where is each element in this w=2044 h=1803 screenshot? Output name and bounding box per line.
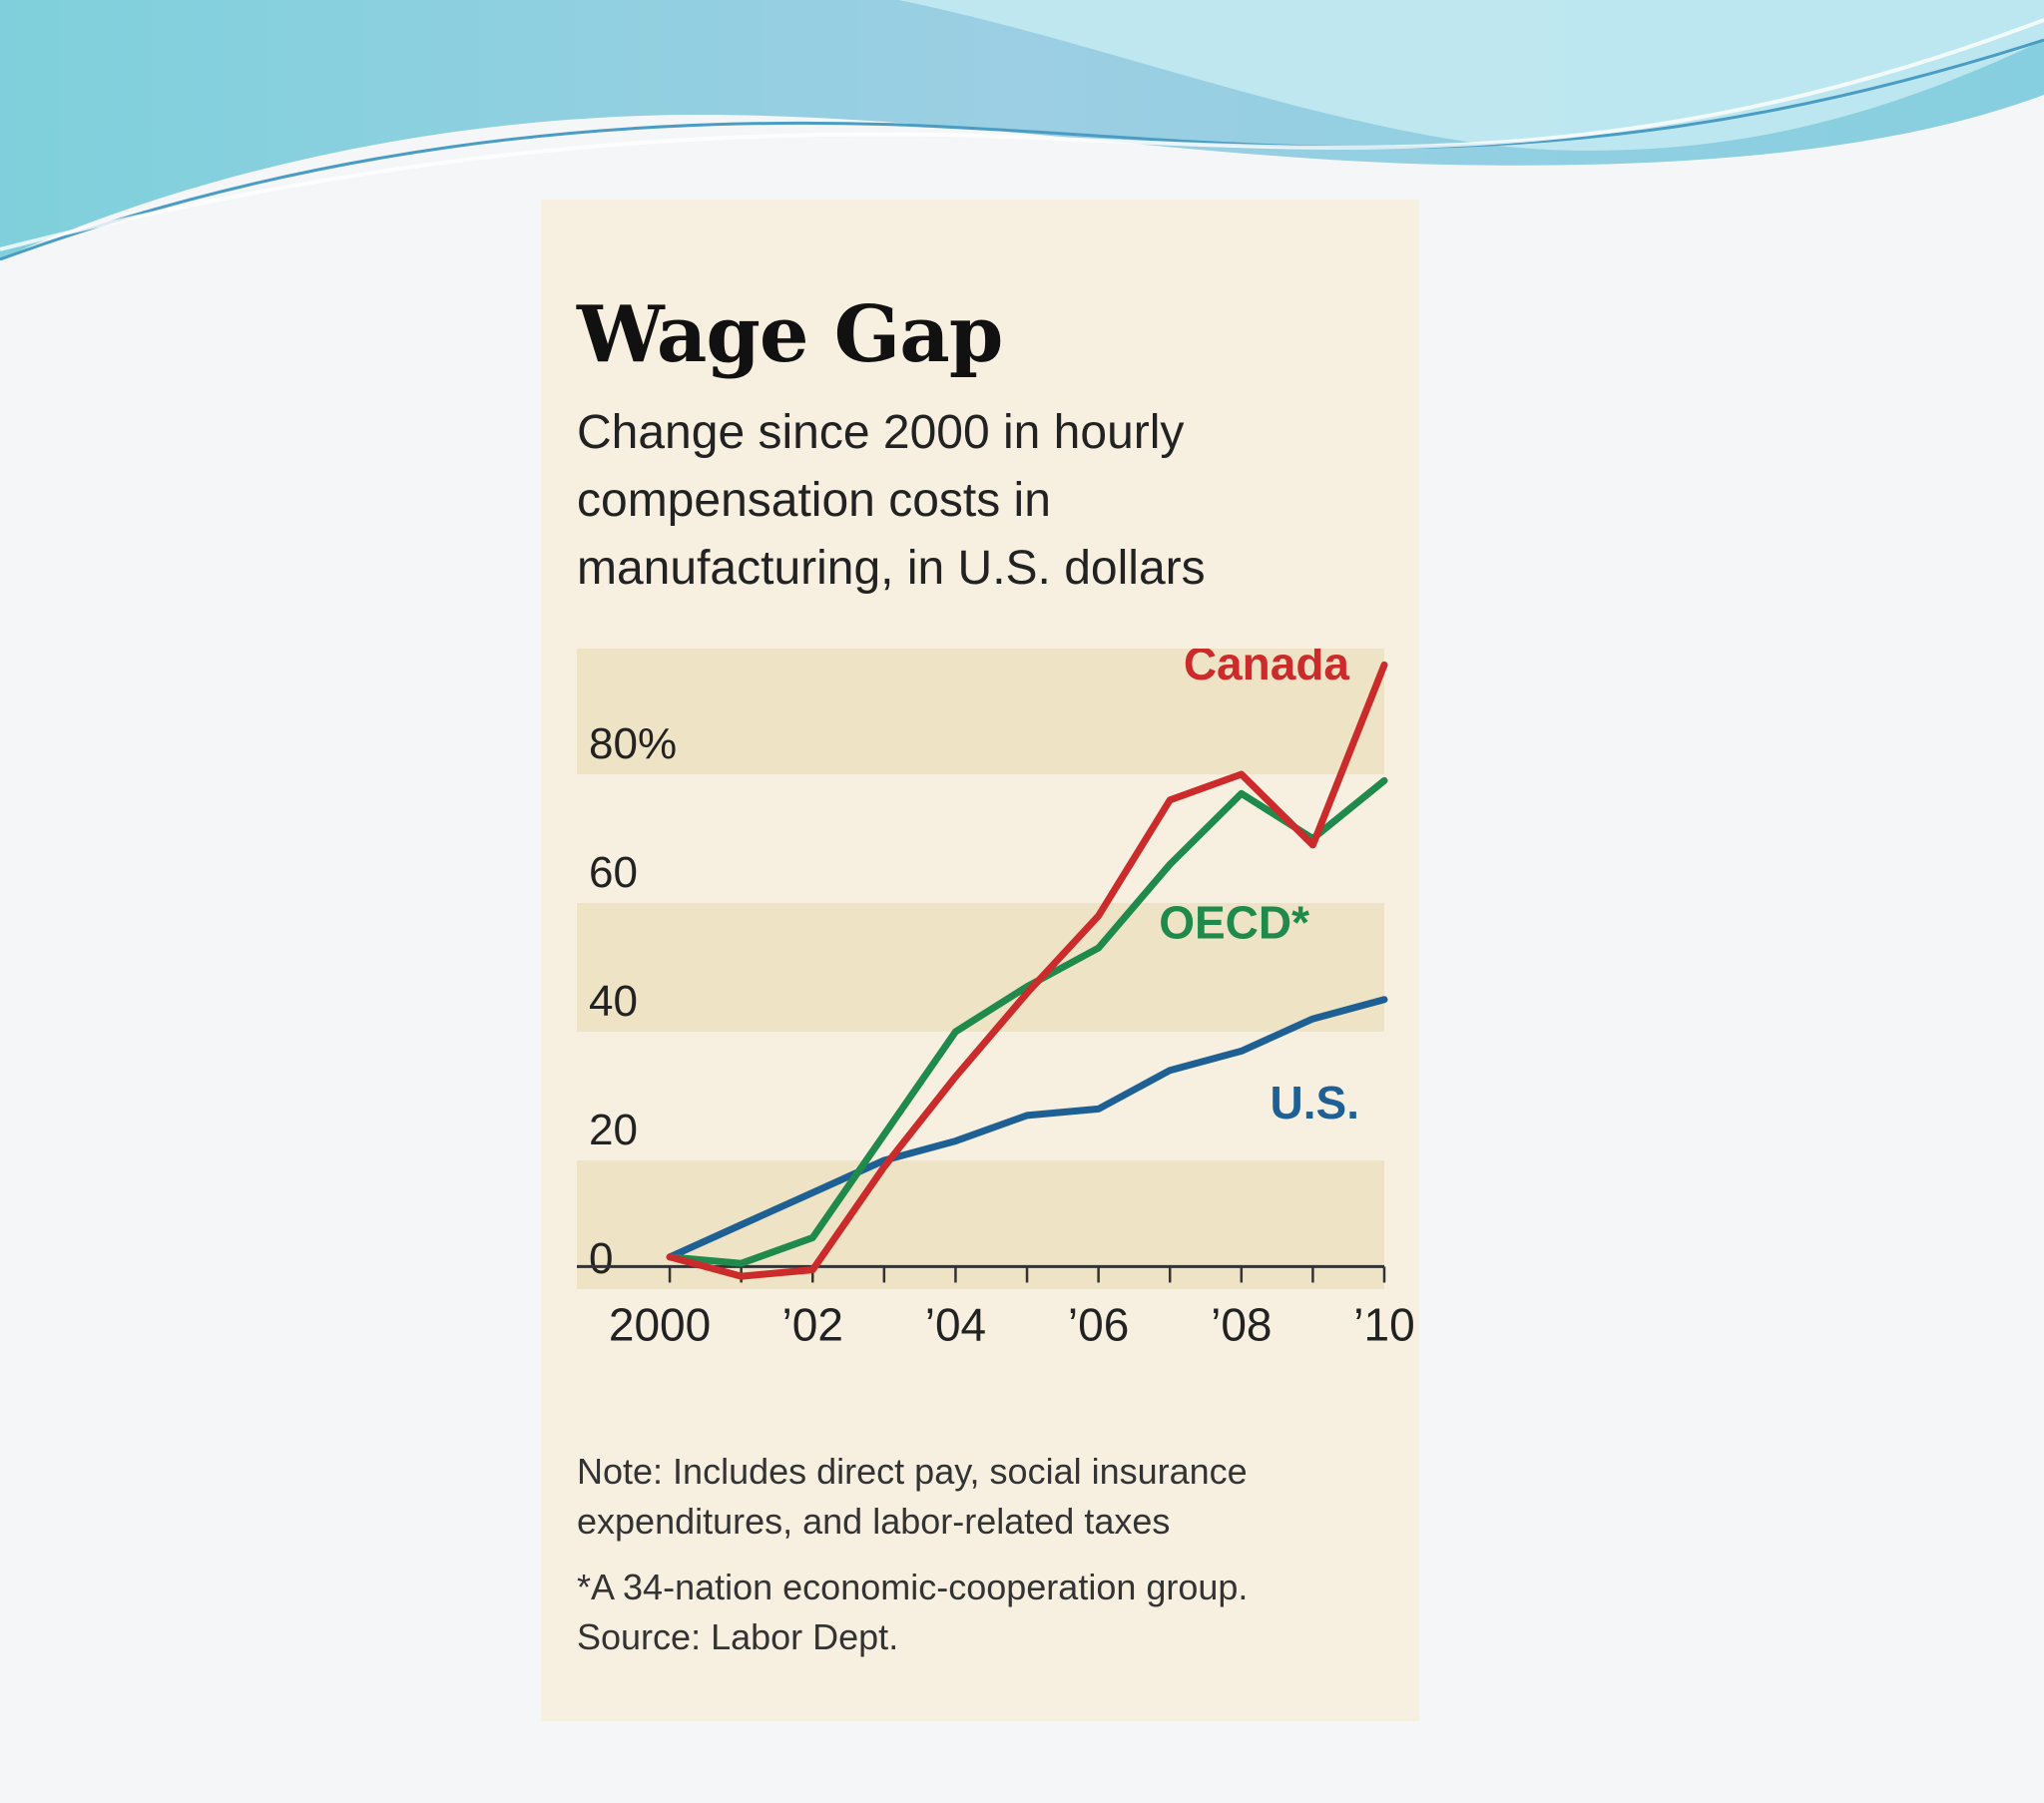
x-axis: 2000 ’02 ’04 ’06 ’08 ’10 bbox=[577, 1264, 1415, 1350]
grid-band bbox=[577, 1160, 1384, 1289]
y-tick-label: 0 bbox=[589, 1234, 613, 1283]
series-label: U.S. bbox=[1271, 1077, 1359, 1128]
y-tick-label: 80% bbox=[589, 719, 677, 768]
footnote-line: *A 34-nation economic-cooperation group. bbox=[577, 1567, 1249, 1607]
source-text: Source: Labor Dept. bbox=[577, 1616, 899, 1657]
series-label: Canada bbox=[1184, 649, 1350, 689]
wave-line bbox=[0, 38, 2044, 261]
series-labels: Canada OECD* U.S. bbox=[1159, 649, 1359, 1128]
x-tick-label: ’08 bbox=[1211, 1298, 1272, 1350]
series-line bbox=[666, 996, 1388, 1261]
y-tick-label: 40 bbox=[589, 977, 638, 1026]
x-tick-label: ’10 bbox=[1353, 1298, 1414, 1350]
chart-title: Wage Gap bbox=[577, 289, 1003, 380]
chart-card: Wage Gap Change since 2000 in hourly com… bbox=[541, 200, 1419, 1721]
wave-line bbox=[0, 18, 2044, 251]
note-text: Note: Includes direct pay, social insura… bbox=[577, 1451, 1248, 1542]
series-line bbox=[666, 661, 1388, 1280]
series-line bbox=[666, 776, 1388, 1267]
y-tick-label: 60 bbox=[589, 848, 638, 897]
grid-band bbox=[577, 903, 1384, 1032]
footnote-text: *A 34-nation economic-cooperation group.… bbox=[577, 1563, 1395, 1662]
x-tick-label: ’04 bbox=[925, 1298, 986, 1350]
x-tick-label: ’06 bbox=[1068, 1298, 1129, 1350]
chart-notes: Note: Includes direct pay, social insura… bbox=[577, 1447, 1395, 1678]
chart-subtitle: Change since 2000 in hourly compensation… bbox=[577, 406, 1206, 595]
line-chart: 0 20 40 60 80% 2000 ’02 ’04 ’06 ’08 ’10 Canada OEC… bbox=[577, 649, 1415, 1350]
series-label: OECD* bbox=[1159, 896, 1309, 948]
series-lines bbox=[666, 661, 1388, 1280]
y-axis-labels: 0 20 40 60 80% bbox=[589, 719, 677, 1283]
grid-bands bbox=[577, 649, 1384, 1289]
x-tick-label: 2000 bbox=[609, 1298, 711, 1350]
grid-band bbox=[577, 649, 1384, 774]
y-tick-label: 20 bbox=[589, 1106, 638, 1154]
x-tick-label: ’02 bbox=[782, 1298, 843, 1350]
